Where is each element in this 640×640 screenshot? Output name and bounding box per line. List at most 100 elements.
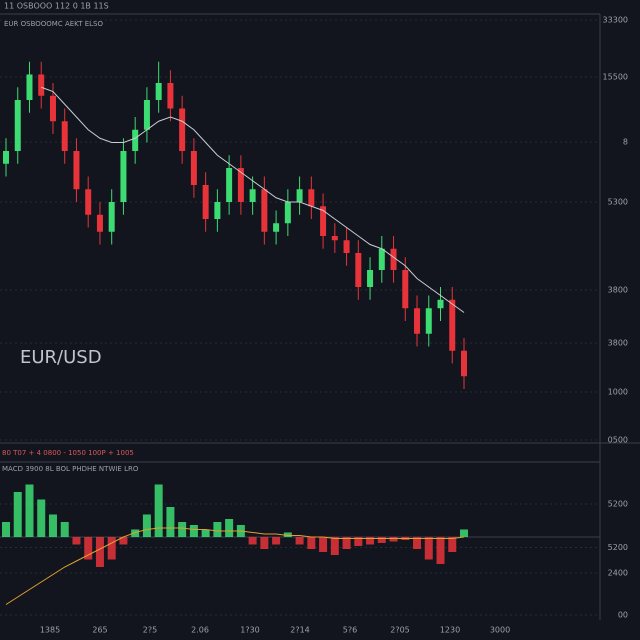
candle-body bbox=[449, 299, 456, 351]
x-tick-label: 265 bbox=[92, 626, 107, 635]
histogram-bar bbox=[72, 537, 81, 545]
histogram-bar bbox=[283, 532, 292, 537]
x-tick-label: 5?6 bbox=[343, 626, 357, 635]
histogram-bar bbox=[2, 522, 10, 537]
histogram-bar bbox=[166, 507, 175, 537]
candle-body bbox=[425, 308, 432, 334]
candle-body bbox=[155, 83, 162, 100]
histogram-bar bbox=[460, 529, 468, 537]
candle-body bbox=[85, 189, 92, 215]
candle-body bbox=[237, 168, 244, 202]
histogram-bar bbox=[448, 537, 457, 552]
y-tick-label: 5300 bbox=[608, 198, 628, 207]
histogram-bar bbox=[319, 537, 328, 552]
candle-body bbox=[3, 151, 9, 164]
histogram-bar bbox=[178, 522, 187, 537]
candle-body bbox=[284, 202, 291, 224]
candle-body bbox=[378, 248, 385, 270]
candle-body bbox=[249, 189, 256, 202]
x-tick-label: 3000 bbox=[490, 626, 510, 635]
candle-body bbox=[402, 270, 409, 309]
candle-body bbox=[214, 202, 221, 219]
candle-body bbox=[120, 151, 127, 202]
y-tick-label: 00 bbox=[618, 611, 628, 620]
histogram-bar bbox=[330, 537, 339, 555]
y-tick-label: 0500 bbox=[608, 436, 628, 445]
candle-body bbox=[73, 151, 80, 190]
x-tick-label: 2?14 bbox=[290, 626, 310, 635]
candle-body bbox=[143, 100, 150, 130]
histogram-bar bbox=[424, 537, 433, 560]
panel-title: MACD 3900 8L BOL PHDHE NTWIE LRO bbox=[2, 465, 139, 473]
histogram-bar bbox=[95, 537, 104, 567]
histogram-bar bbox=[37, 499, 46, 537]
histogram-bar bbox=[354, 537, 363, 546]
candle-body bbox=[308, 189, 315, 207]
candle-body bbox=[390, 248, 397, 270]
candle-body bbox=[331, 236, 338, 241]
subtitle: EUR OSBOOOMC AEKT ELSO bbox=[4, 20, 103, 28]
candle-body bbox=[261, 189, 268, 232]
candle-body bbox=[202, 185, 209, 219]
candle-body bbox=[49, 95, 56, 122]
histogram-bar bbox=[13, 492, 22, 537]
x-tick-label: 2.06 bbox=[191, 626, 209, 635]
histogram-bar bbox=[60, 522, 69, 537]
y-tick-label: 15500 bbox=[603, 73, 628, 82]
candle-body bbox=[414, 308, 421, 334]
histogram-bar bbox=[225, 519, 234, 537]
histogram-bar bbox=[25, 484, 34, 537]
histogram-bar bbox=[342, 537, 351, 549]
signal-line bbox=[5, 527, 465, 605]
candle-body bbox=[226, 168, 233, 202]
y-tick-label: 3800 bbox=[608, 285, 628, 294]
histogram-bar bbox=[272, 537, 281, 545]
header: 11 OSBOOO 112 0 1B 11S bbox=[4, 2, 109, 11]
candle-body bbox=[273, 223, 280, 232]
moving-average bbox=[41, 86, 465, 313]
histogram-bar bbox=[213, 522, 222, 537]
histogram-bar bbox=[366, 537, 375, 545]
histogram-bar bbox=[413, 537, 422, 549]
x-tick-label: 1?30 bbox=[240, 626, 260, 635]
y-tick-label: 3800 bbox=[608, 339, 628, 348]
histogram-bar bbox=[84, 537, 93, 560]
y-tick-label: 33300 bbox=[603, 16, 628, 25]
histogram-bar bbox=[436, 537, 445, 564]
x-tick-label: 2?05 bbox=[390, 626, 410, 635]
candle-body bbox=[61, 121, 68, 151]
histogram-bar bbox=[119, 537, 128, 545]
candle-body bbox=[437, 299, 444, 309]
candle-body bbox=[167, 83, 174, 109]
candle-body bbox=[461, 350, 467, 377]
x-tick-label: 2?5 bbox=[143, 626, 157, 635]
candle-body bbox=[296, 189, 303, 202]
histogram-bar bbox=[131, 529, 140, 537]
candle-body bbox=[343, 240, 350, 253]
candle-body bbox=[179, 108, 186, 151]
candle-body bbox=[355, 253, 362, 287]
x-tick-label: 1385 bbox=[40, 626, 60, 635]
histogram-bar bbox=[48, 514, 57, 537]
histogram-bar bbox=[201, 529, 210, 537]
histogram-bar bbox=[307, 537, 316, 549]
candle-body bbox=[38, 74, 45, 96]
histogram-bar bbox=[377, 537, 386, 543]
histogram-bar bbox=[142, 514, 151, 537]
y-tick-label: 5200 bbox=[608, 500, 628, 509]
histogram-bar bbox=[260, 537, 269, 549]
symbol-title: EUR/USD bbox=[20, 347, 102, 368]
candle-body bbox=[190, 151, 197, 185]
histogram-bar bbox=[295, 537, 304, 545]
x-tick-label: 1230 bbox=[440, 626, 460, 635]
candle-body bbox=[96, 214, 103, 232]
histogram-bar bbox=[389, 537, 398, 542]
y-tick-label: 1000 bbox=[608, 387, 628, 396]
histogram-bar bbox=[189, 525, 198, 537]
candle-body bbox=[108, 202, 115, 232]
candle-body bbox=[26, 74, 33, 100]
candle-body bbox=[367, 270, 374, 287]
candle-body bbox=[132, 129, 139, 151]
